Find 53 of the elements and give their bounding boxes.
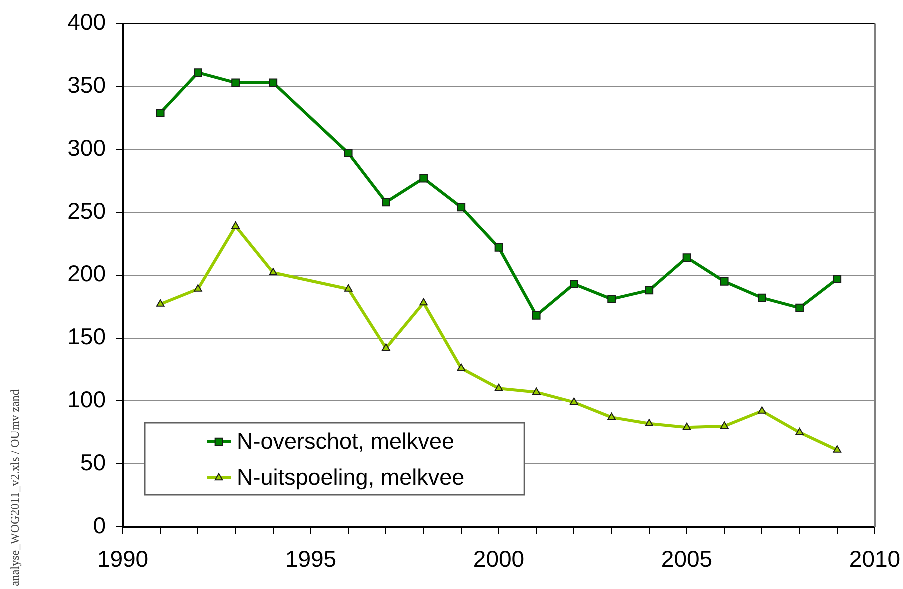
point [796,304,804,312]
y-tick-label: 50 [80,449,106,476]
point [344,149,353,158]
y-tick-label: 100 [68,386,106,413]
point [156,300,165,307]
point [532,388,541,395]
x-tick-label: 1995 [285,546,337,572]
y-tick-label: 0 [93,512,106,538]
point [758,294,766,302]
point [420,298,428,306]
point [232,78,240,88]
point [796,428,804,436]
point [720,422,729,429]
legend-label: N-overschot, melkvee [237,429,455,454]
x-tick-label: 2000 [473,546,525,572]
y-tick-label: 400 [68,9,106,36]
x-tick-label: 2005 [661,546,713,572]
point [194,68,202,78]
point [833,274,842,284]
point [720,278,729,286]
y-tick-label: 200 [68,260,106,287]
point [194,284,202,292]
y-tick-label: 150 [68,324,106,350]
point [608,295,616,304]
point [156,108,165,118]
point [833,446,842,453]
point [344,284,353,292]
point [457,203,466,212]
point [682,254,692,262]
y-tick-label: 300 [68,134,106,161]
y-tick-label: 350 [68,72,106,98]
point [232,222,240,229]
point [645,286,654,295]
x-tick-label: 1990 [97,546,149,572]
point [570,280,578,288]
point [570,398,578,406]
point [269,78,278,88]
point [758,406,766,414]
point [645,419,654,426]
legend-label: N-uitspoeling, melkvee [237,465,465,490]
point [382,198,390,207]
point [457,364,466,372]
text: analyse_WOG2011_v2.xls / OUmv zand [8,390,22,586]
x-tick-label: 2010 [849,546,901,572]
point [532,311,541,320]
point [269,268,278,276]
point [608,412,616,420]
point [494,244,504,252]
y-tick-label: 250 [68,198,106,224]
point [420,174,428,183]
point [494,384,504,392]
point [682,422,692,430]
point [382,344,390,351]
